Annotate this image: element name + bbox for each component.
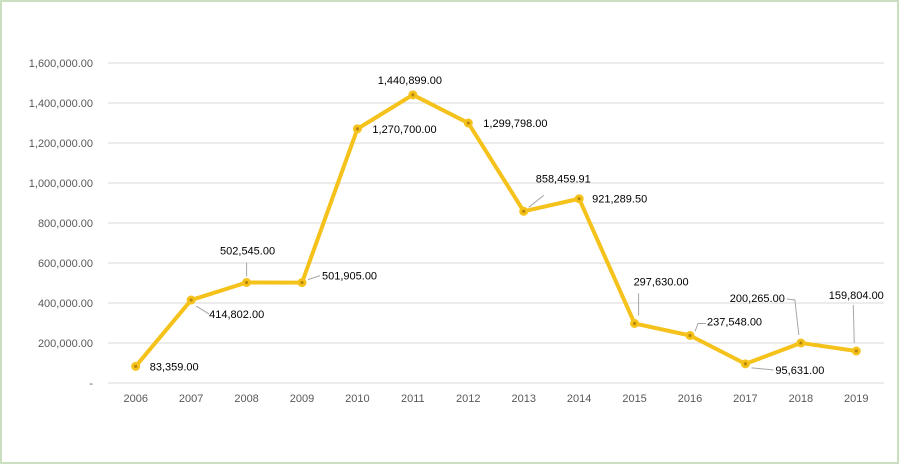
data-point-center <box>743 362 748 366</box>
data-label: 83,359.00 <box>150 361 199 373</box>
x-tick-label: 2015 <box>622 393 646 405</box>
data-point <box>740 359 750 369</box>
data-point-center <box>355 127 360 131</box>
x-tick-label: 2012 <box>456 393 480 405</box>
y-tick-label: 1,000,000.00 <box>29 178 93 190</box>
y-tick-label: 1,200,000.00 <box>29 138 93 150</box>
leader-line <box>195 305 210 315</box>
data-point <box>851 346 861 356</box>
data-label: 921,289.50 <box>592 194 647 206</box>
data-point <box>685 330 695 340</box>
data-point-center <box>244 280 249 285</box>
data-point-center <box>134 364 138 368</box>
leader-lines <box>195 194 855 371</box>
data-label: 95,631.00 <box>775 365 824 377</box>
data-point <box>574 194 584 204</box>
data-point <box>519 206 529 216</box>
gridlines <box>108 62 884 384</box>
data-point-center <box>688 333 692 338</box>
data-label: 858,459.91 <box>536 173 591 185</box>
data-point-center <box>466 121 470 125</box>
data-label: 159,804.00 <box>829 290 884 302</box>
x-tick-label: 2011 <box>401 393 425 405</box>
data-point-center <box>300 281 304 285</box>
data-point <box>131 361 141 371</box>
x-tick-label: 2006 <box>123 393 147 405</box>
data-point-center <box>411 93 415 97</box>
y-tick-label: 400,000.00 <box>38 298 93 310</box>
data-label: 501,905.00 <box>322 271 377 283</box>
y-axis-ticks: - 200,000.00 400,000.00 600,000.00 800,000.0… <box>29 58 94 390</box>
x-axis-ticks: 2006 2007 2008 2009 2010 2011 2012 2013 2014 2015… <box>123 393 868 405</box>
y-tick-label: 200,000.00 <box>38 338 93 350</box>
data-point-center <box>189 298 193 302</box>
y-tick-label: 1,600,000.00 <box>29 58 93 70</box>
data-label: 1,299,798.00 <box>483 118 547 130</box>
leader-line <box>852 305 855 344</box>
data-point-center <box>799 341 803 345</box>
series-line-layer <box>133 92 859 369</box>
x-tick-label: 2007 <box>179 393 203 405</box>
y-tick-label: 800,000.00 <box>38 218 93 230</box>
leader-line <box>528 194 545 208</box>
data-point <box>242 277 252 287</box>
data-label: 237,548.00 <box>707 316 762 328</box>
x-tick-label: 2010 <box>345 393 369 405</box>
data-point <box>297 278 307 288</box>
leader-line <box>694 322 706 332</box>
data-points <box>131 90 861 371</box>
y-tick-label: 600,000.00 <box>38 258 93 270</box>
data-labels: 83,359.00 414,802.00 502,545.00 501,905.00 1… <box>150 75 884 377</box>
data-point <box>408 90 418 100</box>
data-point-center <box>522 209 526 213</box>
data-label: 1,440,899.00 <box>378 75 442 87</box>
data-point <box>796 338 806 348</box>
y-tick-label: 1,400,000.00 <box>29 98 93 110</box>
data-point-center <box>577 197 581 201</box>
data-label: 1,270,700.00 <box>372 124 436 136</box>
x-tick-label: 2017 <box>733 393 757 405</box>
data-label: 297,630.00 <box>634 276 689 288</box>
data-label: 502,545.00 <box>220 245 275 257</box>
x-tick-label: 2016 <box>678 393 702 405</box>
leader-line <box>307 275 321 281</box>
x-tick-label: 2013 <box>511 393 535 405</box>
x-tick-label: 2018 <box>789 393 813 405</box>
x-tick-label: 2009 <box>290 393 314 405</box>
x-tick-label: 2019 <box>844 393 868 405</box>
leader-line <box>751 367 774 371</box>
x-tick-label: 2008 <box>234 393 258 405</box>
data-label: 200,265.00 <box>730 293 785 305</box>
leader-line <box>786 298 800 336</box>
data-point <box>352 124 362 134</box>
x-tick-label: 2014 <box>567 393 591 405</box>
data-point-center <box>854 349 858 353</box>
data-point-center <box>632 321 637 326</box>
y-tick-label: - <box>89 378 93 390</box>
data-point <box>186 295 196 305</box>
data-point <box>630 318 640 328</box>
series-line <box>133 92 859 369</box>
data-label: 414,802.00 <box>209 309 264 321</box>
data-point <box>463 118 473 128</box>
